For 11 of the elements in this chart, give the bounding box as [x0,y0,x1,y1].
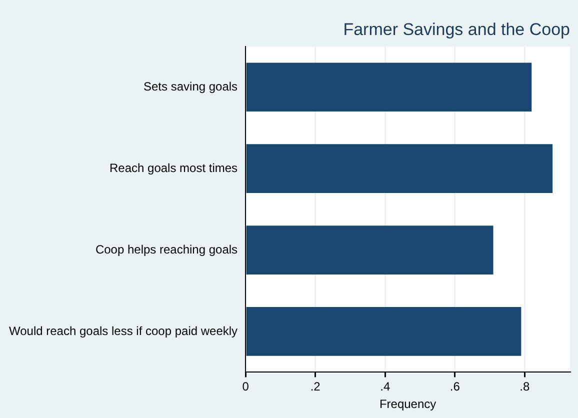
x-tick-label: .4 [380,380,390,394]
x-tick-label: .8 [520,380,530,394]
x-tick-label: .6 [450,380,460,394]
y-tick-label: Would reach goals less if coop paid weekly [8,324,238,338]
y-tick-label: Reach goals most times [110,160,238,175]
chart-title: Farmer Savings and the Coop [343,20,570,39]
x-axis-title: Frequency [379,397,436,412]
x-tick-label: .2 [310,380,321,394]
x-tick-label: 0 [242,380,250,394]
y-tick-label: Coop helps reaching goals [95,242,238,256]
y-tick-label: Sets saving goals [144,79,238,94]
